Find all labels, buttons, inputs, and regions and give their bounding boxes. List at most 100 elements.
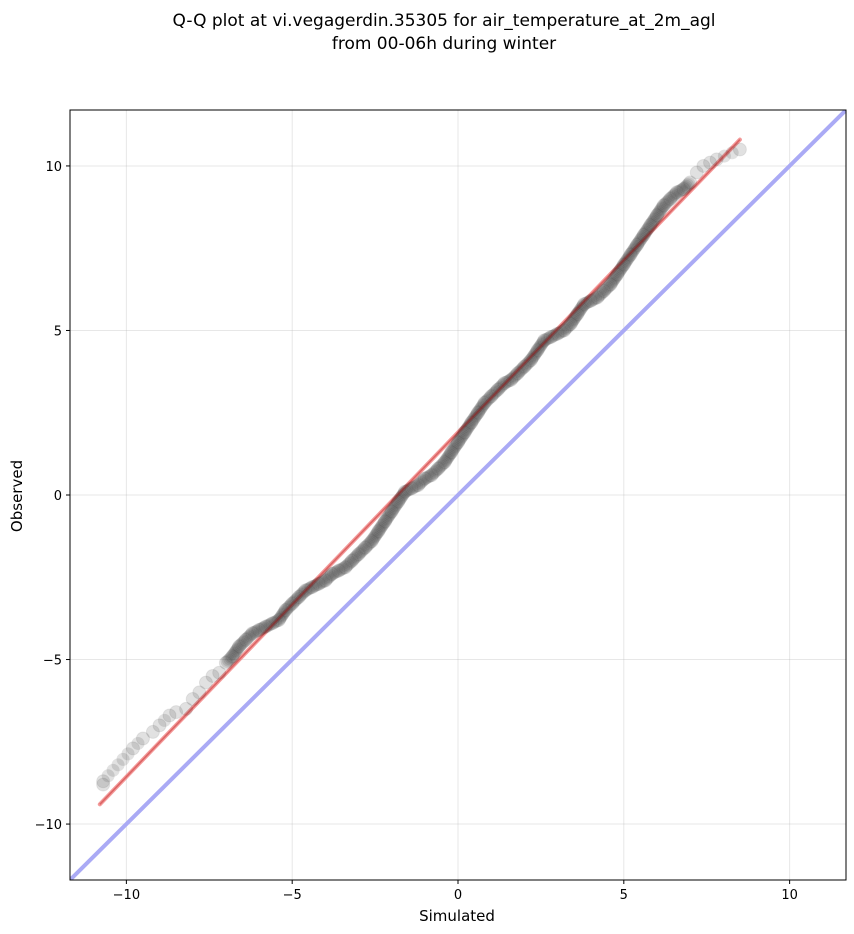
quantile-point (227, 646, 241, 660)
quantile-point (394, 490, 408, 504)
quantile-point (534, 338, 548, 352)
quantile-point (452, 434, 466, 448)
quantile-point (375, 519, 389, 533)
quantile-point (640, 224, 654, 238)
quantile-point (386, 503, 400, 517)
quantile-point (644, 217, 658, 231)
quantile-point (507, 370, 521, 384)
quantile-point (536, 335, 550, 349)
quantile-point (463, 417, 477, 431)
quantile-point (601, 280, 615, 294)
quantile-point (338, 560, 353, 575)
quantile-point (379, 513, 393, 527)
quantile-point (358, 540, 373, 555)
quantile-point (732, 142, 747, 157)
quantile-point (520, 357, 534, 371)
quantile-point (576, 299, 590, 313)
quantile-point (348, 551, 362, 565)
quantile-point (626, 244, 640, 258)
quantile-point (228, 645, 242, 659)
quantile-point (672, 184, 686, 198)
quantile-point (229, 644, 243, 658)
quantile-point (350, 549, 364, 563)
quantile-point (618, 256, 632, 270)
quantile-point (456, 428, 470, 442)
quantile-point (366, 533, 380, 547)
quantile-point (331, 563, 346, 578)
quantile-point (275, 609, 289, 623)
quantile-point (254, 622, 268, 636)
quantile-point (413, 477, 427, 491)
quantile-point (392, 493, 406, 507)
quantile-point (636, 228, 651, 243)
quantile-point (623, 247, 638, 262)
quantile-point (374, 520, 388, 534)
quantile-point (388, 499, 402, 513)
quantile-point (359, 539, 373, 553)
quantile-point (593, 288, 607, 302)
quantile-point (179, 701, 194, 716)
quantile-point (462, 418, 476, 432)
quantile-point (287, 595, 301, 609)
quantile-point (450, 437, 464, 451)
quantile-point (619, 255, 633, 269)
quantile-point (501, 374, 515, 388)
quantile-point (565, 315, 579, 329)
quantile-point (410, 479, 424, 493)
quantile-point (464, 415, 479, 430)
quantile-point (322, 570, 336, 584)
quantile-point (568, 311, 582, 325)
quantile-point (629, 239, 643, 253)
quantile-point (574, 301, 588, 315)
quantile-point (680, 178, 694, 192)
quantile-point (265, 616, 280, 631)
quantile-point (428, 464, 442, 478)
x-tick-label: 5 (620, 888, 628, 903)
quantile-point (537, 333, 552, 348)
quantile-point (388, 500, 402, 514)
quantile-point (289, 593, 303, 607)
quantile-point (192, 685, 207, 700)
quantile-point (264, 617, 278, 631)
quantile-point (667, 188, 681, 202)
quantile-point (346, 552, 360, 566)
quantile-point (404, 481, 419, 496)
quantile-point (622, 249, 636, 263)
quantile-point (324, 566, 339, 581)
quantile-point (363, 535, 377, 549)
quantile-point (572, 304, 586, 318)
quantile-point (367, 531, 381, 545)
quantile-point (257, 620, 271, 634)
quantile-point (635, 231, 649, 245)
quantile-point (381, 510, 395, 524)
quantile-point (658, 197, 672, 211)
quantile-point (387, 502, 401, 516)
quantile-point (678, 181, 692, 195)
quantile-point (470, 407, 484, 421)
quantile-point (457, 427, 471, 441)
quantile-point (558, 322, 572, 336)
quantile-point (444, 445, 459, 460)
quantile-point (613, 263, 627, 277)
quantile-point (96, 777, 111, 792)
quantile-point (233, 638, 247, 652)
quantile-point (598, 283, 612, 297)
quantile-point (567, 313, 581, 327)
quantile-point (318, 573, 333, 588)
quantile-point (426, 467, 440, 481)
quantile-point (703, 155, 718, 170)
quantile-point (236, 635, 250, 649)
quantile-point (547, 328, 561, 342)
quantile-point (415, 474, 429, 488)
quantile-point (609, 269, 623, 283)
quantile-point (267, 616, 281, 630)
y-tick-label: 5 (54, 324, 62, 339)
quantile-point (324, 568, 338, 582)
quantile-point (661, 194, 675, 208)
quantile-point (448, 440, 462, 454)
quantile-point (562, 318, 576, 332)
quantile-point (566, 314, 580, 328)
quantile-point (594, 287, 608, 301)
y-axis-label: Observed (8, 460, 26, 532)
